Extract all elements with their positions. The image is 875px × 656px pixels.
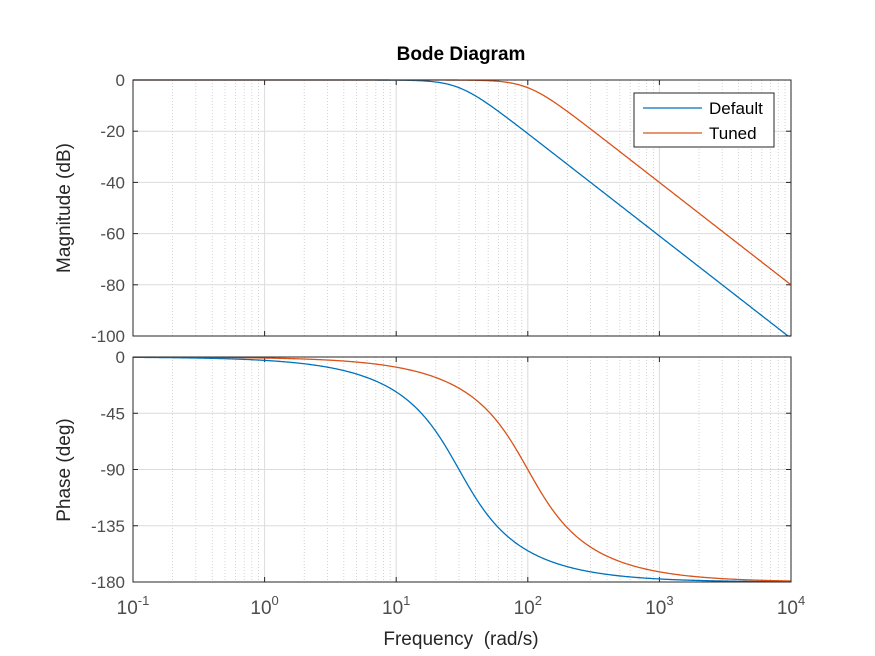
legend[interactable]: Default Tuned <box>633 92 775 148</box>
phase-axes-box <box>132 356 792 583</box>
y-tick-label: -90 <box>100 461 125 480</box>
x-tick-labels: 10-1 100 101 102 103 104 <box>117 593 806 619</box>
x-tick-label: 103 <box>645 593 673 619</box>
x-tick-label: 10-1 <box>117 593 150 619</box>
y-tick-label: -100 <box>91 327 125 346</box>
chart-title: Bode Diagram <box>397 44 526 65</box>
y-tick-label: -20 <box>100 122 125 141</box>
phase-series-default <box>133 356 792 583</box>
x-tick-label: 101 <box>382 593 410 619</box>
phase-series-tuned <box>133 356 792 582</box>
magnitude-axes-box <box>132 79 792 337</box>
y-tick-label: 0 <box>116 71 125 90</box>
y-tick-label: -40 <box>100 173 125 192</box>
x-tick-label: 102 <box>514 593 542 619</box>
x-axis-label: Frequency (rad/s) <box>383 629 538 650</box>
x-tick-label: 104 <box>777 593 805 619</box>
legend-label-default: Default <box>709 99 763 118</box>
magnitude-ylabel: Magnitude (dB) <box>54 143 75 273</box>
phase-axes: 0 -45 -90 -135 -180 <box>91 348 792 592</box>
phase-ylabel: Phase (deg) <box>54 418 75 522</box>
y-tick-label: -180 <box>91 573 125 592</box>
legend-box <box>633 92 775 148</box>
y-tick-label: -60 <box>100 225 125 244</box>
y-tick-label: -80 <box>100 276 125 295</box>
y-tick-label: -45 <box>100 404 125 423</box>
legend-label-tuned: Tuned <box>709 124 757 143</box>
x-tick-label: 100 <box>250 593 278 619</box>
y-tick-label: 0 <box>116 348 125 367</box>
y-tick-label: -135 <box>91 517 125 536</box>
